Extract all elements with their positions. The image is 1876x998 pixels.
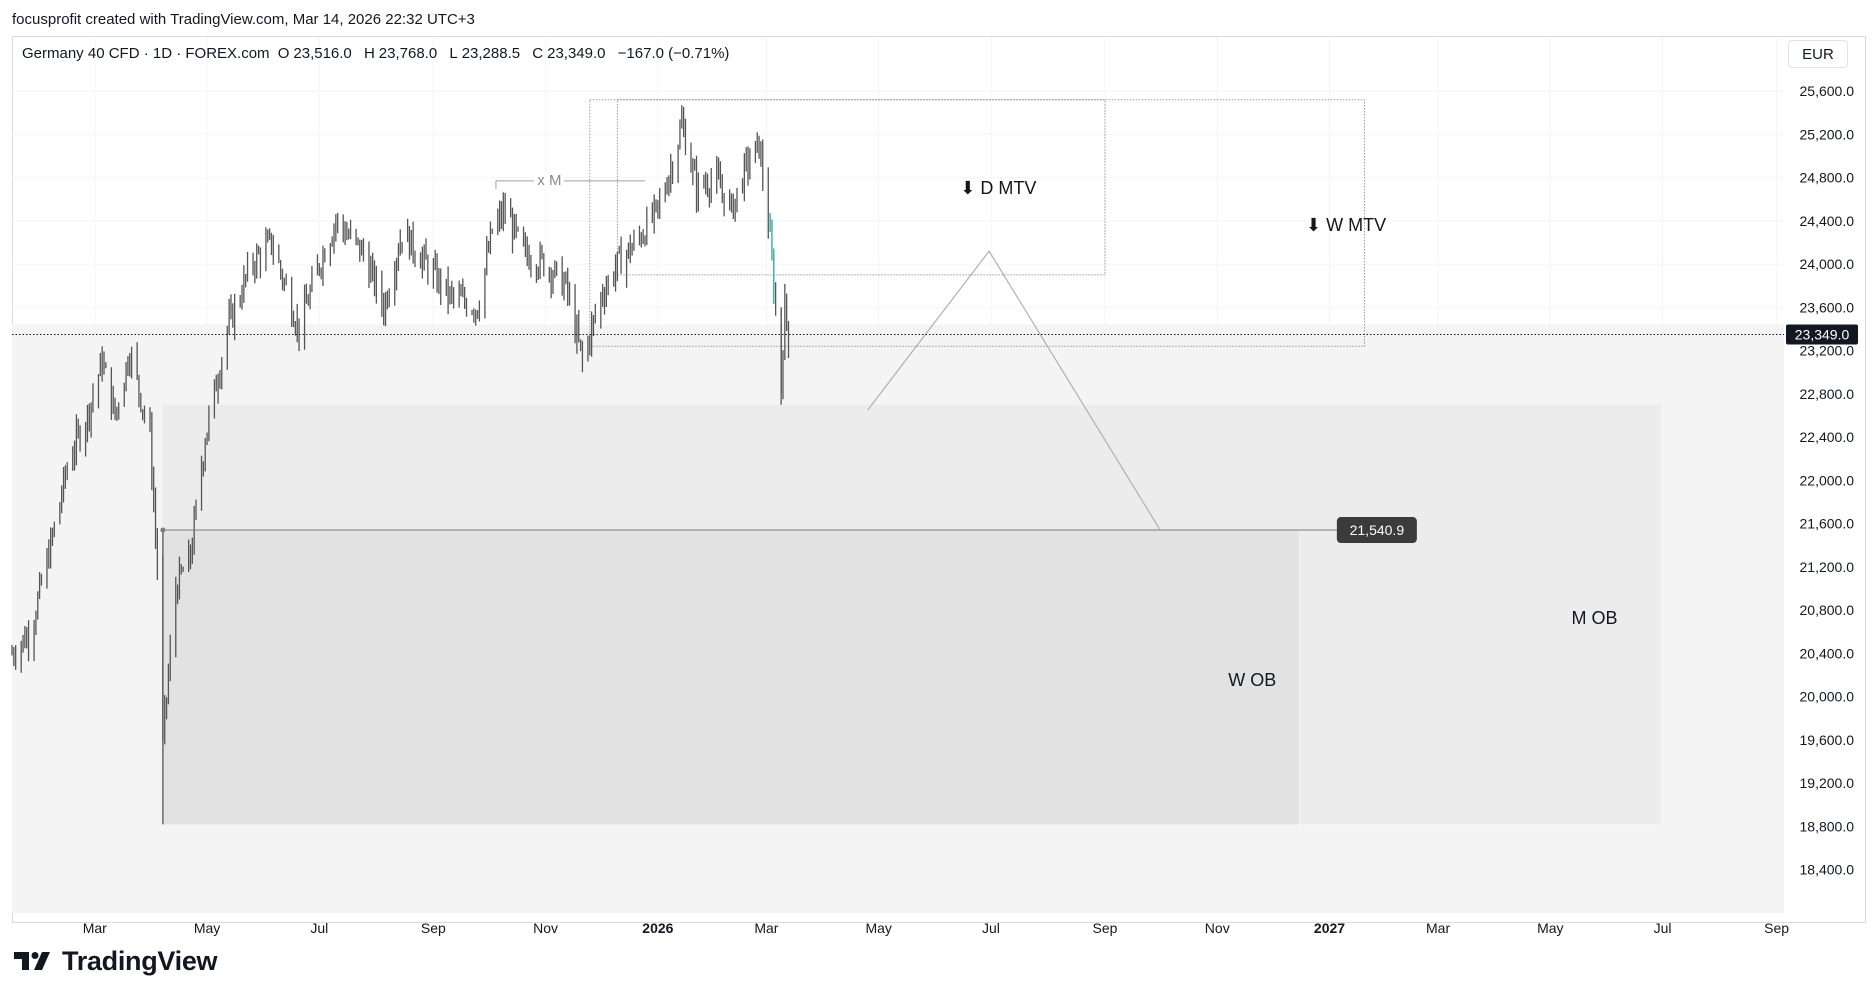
- price-axis-label: 18,800.0: [1800, 818, 1855, 834]
- price-axis-label: 24,000.0: [1800, 256, 1855, 272]
- annotation-m-ob[interactable]: M OB: [1571, 608, 1618, 629]
- drawings: [12, 180, 1784, 533]
- time-axis-label: Sep: [1764, 920, 1789, 936]
- chart-credit: focusprofit created with TradingView.com…: [12, 11, 475, 28]
- price-change: −167.0 (−0.71%): [617, 45, 730, 62]
- time-axis-label: Sep: [1093, 920, 1118, 936]
- annotation-w-mtv[interactable]: ⬇ W MTV: [1306, 214, 1387, 235]
- price-axis-label: 19,200.0: [1800, 775, 1855, 791]
- price-axis-label: 22,800.0: [1800, 386, 1855, 402]
- zone-w-ob: [162, 530, 1299, 825]
- ohlc-low: L 23,288.5: [449, 45, 524, 62]
- price-axis-label: 24,400.0: [1800, 213, 1855, 229]
- time-axis-label: Mar: [83, 920, 107, 936]
- time-axis-label: Mar: [754, 920, 778, 936]
- tradingview-logo-icon: [14, 952, 50, 970]
- price-axis-label: 20,000.0: [1800, 689, 1855, 705]
- price-axis-label: 24,800.0: [1800, 170, 1855, 186]
- target-line-anchor: [160, 527, 166, 533]
- low-label: L: [449, 45, 458, 62]
- time-axis-label: Jul: [982, 920, 1000, 936]
- time-axis-label: May: [194, 920, 220, 936]
- time-axis-label: Nov: [1205, 920, 1230, 936]
- last-price-tag: [1786, 324, 1858, 345]
- symbol-info-bar[interactable]: Germany 40 CFD · 1D · FOREX.com O 23,516.…: [22, 45, 733, 62]
- time-axis: Mar May Jul Sep Nov 2026 Mar May Jul Sep Nov 2027 Ma…: [83, 920, 1790, 936]
- annotation-d-mtv[interactable]: ⬇ D MTV: [960, 177, 1037, 198]
- price-axis-label: 22,400.0: [1800, 429, 1855, 445]
- time-axis-label: Mar: [1426, 920, 1450, 936]
- price-axis-label: 20,800.0: [1800, 602, 1855, 618]
- price-axis-label: 23,200.0: [1800, 343, 1855, 359]
- price-axis-label: 22,000.0: [1800, 472, 1855, 488]
- time-axis-label: Jul: [310, 920, 328, 936]
- time-axis-label: 2026: [642, 920, 673, 936]
- time-axis-label: Nov: [533, 920, 558, 936]
- candles: [11, 105, 790, 825]
- annotation-w-ob[interactable]: W OB: [1228, 669, 1277, 690]
- time-axis-label: 2027: [1314, 920, 1345, 936]
- price-axis: 18,400.0 18,800.0 19,200.0 19,600.0 20,000.0…: [1800, 83, 1855, 878]
- annotation-x-m[interactable]: x M: [534, 172, 565, 190]
- price-axis-label: 18,400.0: [1800, 862, 1855, 878]
- high-label: H: [363, 45, 375, 62]
- time-axis-label: Jul: [1654, 920, 1672, 936]
- ohlc-close: C 23,349.0: [532, 45, 609, 62]
- price-tags: 23,349.0 21,540.9: [1336, 324, 1858, 544]
- time-axis-label: May: [1537, 920, 1563, 936]
- zone-w-mtv: [589, 99, 1365, 347]
- zone-d-mtv: [616, 99, 1106, 276]
- tradingview-logo[interactable]: TradingView: [14, 944, 218, 978]
- price-axis-label: 19,600.0: [1800, 732, 1855, 748]
- price-axis-label: 23,600.0: [1800, 299, 1855, 315]
- ohlc-high: H 23,768.0: [364, 45, 441, 62]
- close-value: 23,349.0: [547, 45, 606, 62]
- last-price-tag-label: 23,349.0: [1795, 327, 1850, 343]
- close-label: C: [532, 45, 544, 62]
- ohlc-open: O 23,516.0: [278, 45, 356, 62]
- time-axis-label: May: [865, 920, 891, 936]
- price-axis-label: 21,600.0: [1800, 516, 1855, 532]
- open-value: 23,516.0: [293, 45, 352, 62]
- currency-button[interactable]: EUR: [1788, 40, 1848, 68]
- time-axis-label: Sep: [421, 920, 446, 936]
- price-axis-label: 20,400.0: [1800, 645, 1855, 661]
- high-value: 23,768.0: [378, 45, 438, 62]
- price-axis-label: 25,600.0: [1800, 83, 1855, 99]
- open-label: O: [277, 45, 290, 62]
- target-price-tag: [1336, 517, 1417, 544]
- tradingview-logo-text: TradingView: [62, 945, 218, 976]
- projection-path: [867, 250, 1161, 531]
- price-axis-label: 21,200.0: [1800, 559, 1855, 575]
- price-axis-label: 25,200.0: [1800, 126, 1855, 142]
- symbol-name[interactable]: Germany 40 CFD · 1D · FOREX.com: [22, 45, 270, 62]
- zones: [12, 99, 1784, 913]
- low-value: 23,288.5: [461, 45, 521, 62]
- target-price-tag-label: 21,540.9: [1350, 522, 1405, 538]
